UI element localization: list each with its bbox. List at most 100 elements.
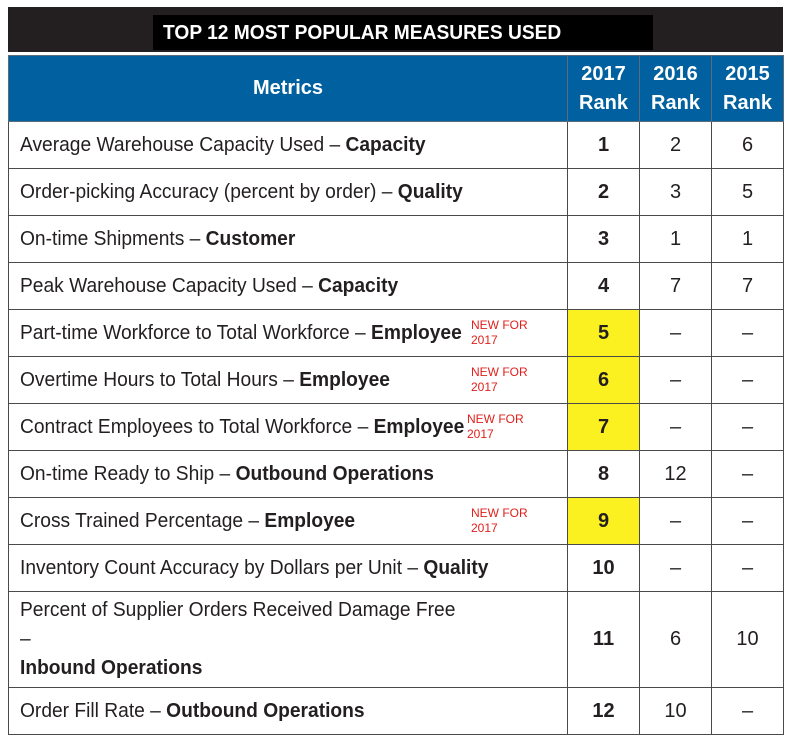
rank-2016: – xyxy=(639,497,712,545)
rank-2015: 7 xyxy=(711,262,784,310)
table-row: Part-time Workforce to Total Workforce –… xyxy=(8,309,784,357)
rank-2017: 4 xyxy=(567,262,640,310)
table-row: Average Warehouse Capacity Used – Capaci… xyxy=(8,121,784,169)
metric-name: Peak Warehouse Capacity Used – Capacity xyxy=(20,275,398,298)
metric-label: On-time Shipments – xyxy=(20,227,206,250)
header-2015-rank: 2015 Rank xyxy=(711,55,784,122)
rank-2017: 1 xyxy=(567,121,640,169)
metric-name: On-time Ready to Ship – Outbound Operati… xyxy=(20,463,434,486)
rank-2015: 1 xyxy=(711,215,784,263)
rank-2017: 3 xyxy=(567,215,640,263)
metric-name: Order-picking Accuracy (percent by order… xyxy=(20,181,463,204)
metric-label: Part-time Workforce to Total Workforce – xyxy=(20,321,372,344)
title-box: TOP 12 MOST POPULAR MEASURES USED xyxy=(153,15,653,50)
metric-cell: On-time Ready to Ship – Outbound Operati… xyxy=(8,450,568,498)
metric-cell: Order Fill Rate – Outbound Operations xyxy=(8,687,568,735)
rank-2017: 6 xyxy=(567,356,640,404)
table-row: Peak Warehouse Capacity Used – Capacity 4… xyxy=(8,262,784,310)
metric-category: Inbound Operations xyxy=(20,657,203,679)
metric-name: Inventory Count Accuracy by Dollars per … xyxy=(20,557,488,580)
metric-category: Outbound Operations xyxy=(166,699,365,722)
metric-label: Cross Trained Percentage – xyxy=(20,509,265,532)
metric-cell: Overtime Hours to Total Hours – Employee… xyxy=(8,356,568,404)
metric-cell: Part-time Workforce to Total Workforce –… xyxy=(8,309,568,357)
metric-category: Quality xyxy=(423,556,489,579)
rank-2016: 12 xyxy=(639,450,712,498)
rank-2016: 7 xyxy=(639,262,712,310)
metric-category: Capacity xyxy=(318,274,399,297)
header-2016-rank: 2016 Rank xyxy=(639,55,712,122)
metric-category: Customer xyxy=(205,227,296,250)
metric-label: Order-picking Accuracy (percent by order… xyxy=(20,180,398,203)
metric-name: Overtime Hours to Total Hours – Employee xyxy=(20,369,390,392)
metric-name: Percent of Supplier Orders Received Dama… xyxy=(20,596,471,683)
rank-2017: 2 xyxy=(567,168,640,216)
metric-name: On-time Shipments – Customer xyxy=(20,228,295,251)
rank-2016: – xyxy=(639,544,712,592)
rank-2017: 10 xyxy=(567,544,640,592)
metric-name: Part-time Workforce to Total Workforce –… xyxy=(20,322,462,345)
rank-2015: 6 xyxy=(711,121,784,169)
rank-2017: 11 xyxy=(567,591,640,688)
metric-category: Employee xyxy=(373,415,465,438)
table-row: Contract Employees to Total Workforce – … xyxy=(8,403,784,451)
rank-2017: 9 xyxy=(567,497,640,545)
rank-2015: – xyxy=(711,497,784,545)
rank-2016: 3 xyxy=(639,168,712,216)
table-row: Order-picking Accuracy (percent by order… xyxy=(8,168,784,216)
table-row: Overtime Hours to Total Hours – Employee… xyxy=(8,356,784,404)
new-for-2017-tag: NEW FOR 2017 xyxy=(471,506,528,535)
rank-2017: 8 xyxy=(567,450,640,498)
metric-cell: On-time Shipments – Customer xyxy=(8,215,568,263)
rank-2016: – xyxy=(639,356,712,404)
metric-cell: Average Warehouse Capacity Used – Capaci… xyxy=(8,121,568,169)
rank-2016: – xyxy=(639,403,712,451)
metric-name: Average Warehouse Capacity Used – Capaci… xyxy=(20,134,426,157)
metric-label: Average Warehouse Capacity Used – xyxy=(20,133,346,156)
table-row: Order Fill Rate – Outbound Operations 12 1… xyxy=(8,687,784,735)
rank-2015: – xyxy=(711,687,784,735)
rank-2015: – xyxy=(711,403,784,451)
metric-category: Employee xyxy=(299,368,390,391)
rank-2017: 5 xyxy=(567,309,640,357)
metric-cell: Contract Employees to Total Workforce – … xyxy=(8,403,568,451)
metric-cell: Order-picking Accuracy (percent by order… xyxy=(8,168,568,216)
rank-2015: – xyxy=(711,544,784,592)
metric-category: Outbound Operations xyxy=(235,462,434,485)
header-2017-rank: 2017 Rank xyxy=(567,55,640,122)
new-for-2017-tag: NEW FOR 2017 xyxy=(471,365,528,394)
rank-2016: 6 xyxy=(639,591,712,688)
metric-label: On-time Ready to Ship – xyxy=(20,462,236,485)
metric-label: Inventory Count Accuracy by Dollars per … xyxy=(20,556,424,579)
metric-category: Quality xyxy=(397,180,463,203)
header-metrics: Metrics xyxy=(8,55,568,122)
rank-2017: 7 xyxy=(567,403,640,451)
metric-name: Cross Trained Percentage – Employee xyxy=(20,510,355,533)
metric-label: Order Fill Rate – xyxy=(20,699,167,722)
rank-2016: 1 xyxy=(639,215,712,263)
metric-category: Capacity xyxy=(345,133,426,156)
metrics-table: Metrics 2017 Rank 2016 Rank 2015 Rank Av… xyxy=(8,55,784,735)
rank-2015: 10 xyxy=(711,591,784,688)
metric-label: Overtime Hours to Total Hours – xyxy=(20,368,300,391)
rank-2016: 10 xyxy=(639,687,712,735)
table-row: On-time Shipments – Customer 3 1 1 xyxy=(8,215,784,263)
new-for-2017-tag: NEW FOR 2017 xyxy=(467,412,524,441)
metric-cell: Inventory Count Accuracy by Dollars per … xyxy=(8,544,568,592)
table-row: Cross Trained Percentage – Employee NEW F… xyxy=(8,497,784,545)
rank-2017: 12 xyxy=(567,687,640,735)
rank-2016: 2 xyxy=(639,121,712,169)
metric-label: Contract Employees to Total Workforce – xyxy=(20,415,374,438)
rank-2015: – xyxy=(711,356,784,404)
new-for-2017-tag: NEW FOR 2017 xyxy=(471,318,528,347)
header-row: Metrics 2017 Rank 2016 Rank 2015 Rank xyxy=(8,55,784,122)
metric-cell: Cross Trained Percentage – Employee NEW F… xyxy=(8,497,568,545)
metric-cell: Percent of Supplier Orders Received Dama… xyxy=(8,591,568,688)
table-row: Inventory Count Accuracy by Dollars per … xyxy=(8,544,784,592)
metric-label: Peak Warehouse Capacity Used – xyxy=(20,274,319,297)
metric-category: Employee xyxy=(264,509,356,532)
metric-category: Employee xyxy=(371,321,462,344)
metric-name: Order Fill Rate – Outbound Operations xyxy=(20,700,365,723)
metric-name: Contract Employees to Total Workforce – … xyxy=(20,416,464,439)
rank-2015: – xyxy=(711,309,784,357)
